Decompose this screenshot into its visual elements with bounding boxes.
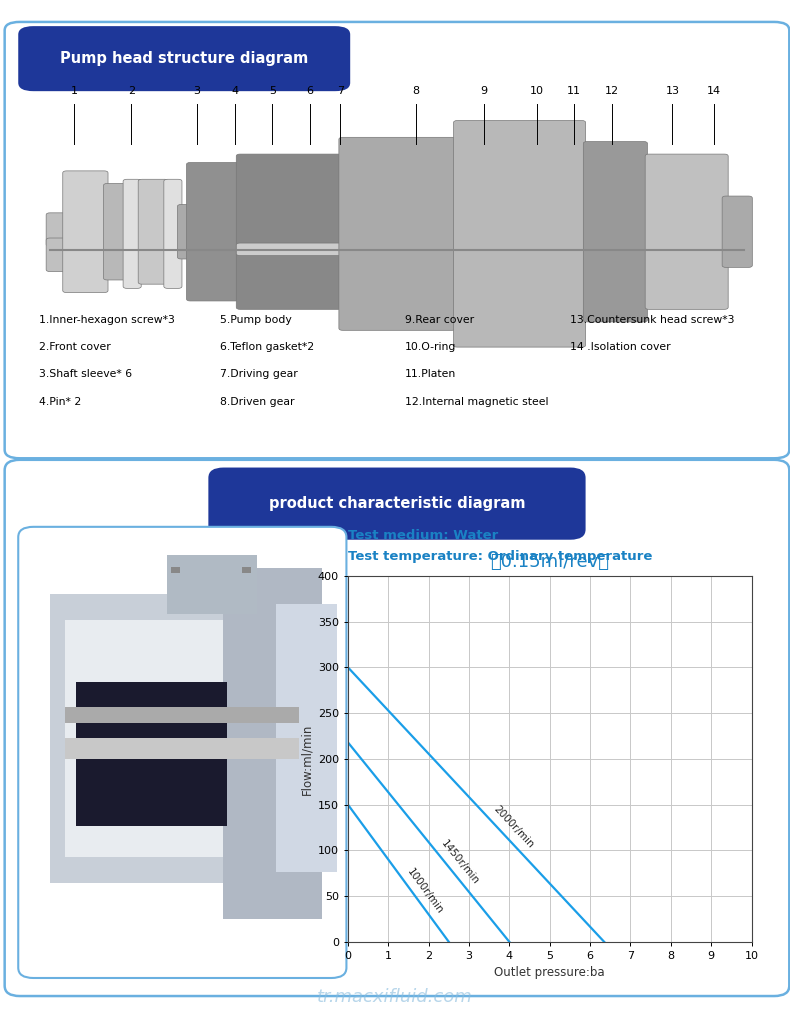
Bar: [65, 738, 299, 759]
FancyBboxPatch shape: [722, 196, 752, 267]
Bar: [224, 568, 322, 919]
Text: 5: 5: [269, 86, 276, 96]
FancyBboxPatch shape: [103, 183, 128, 280]
Text: Test medium: Water: Test medium: Water: [348, 530, 498, 543]
FancyBboxPatch shape: [18, 26, 350, 91]
FancyBboxPatch shape: [46, 238, 67, 272]
Text: 11.Platen: 11.Platen: [404, 369, 456, 379]
Text: 14 .Isolation cover: 14 .Isolation cover: [570, 342, 672, 352]
Text: 13: 13: [665, 86, 679, 96]
Text: 4: 4: [231, 86, 239, 96]
Text: 8.Driven gear: 8.Driven gear: [220, 396, 294, 406]
Bar: [65, 620, 269, 857]
Text: Test temperature: Ordinary temperature: Test temperature: Ordinary temperature: [348, 550, 653, 563]
Text: Pump head structure diagram: Pump head structure diagram: [60, 52, 308, 66]
Text: 3: 3: [194, 86, 201, 96]
FancyBboxPatch shape: [186, 163, 239, 301]
Text: 11: 11: [567, 86, 581, 96]
FancyBboxPatch shape: [5, 22, 789, 458]
Text: 1450r/min: 1450r/min: [439, 838, 480, 887]
Text: product characteristic diagram: product characteristic diagram: [269, 496, 525, 512]
Text: tr.macxifluid.com: tr.macxifluid.com: [317, 988, 473, 1006]
FancyBboxPatch shape: [138, 179, 168, 284]
Text: 6: 6: [307, 86, 314, 96]
Text: 1.Inner-hexagon screw*3: 1.Inner-hexagon screw*3: [39, 314, 175, 325]
FancyBboxPatch shape: [453, 120, 585, 347]
Text: 10.O-ring: 10.O-ring: [404, 342, 456, 352]
Text: 1000r/min: 1000r/min: [405, 866, 446, 915]
Text: 7.Driving gear: 7.Driving gear: [220, 369, 297, 379]
Text: 2000r/min: 2000r/min: [491, 804, 536, 850]
Text: 12: 12: [605, 86, 619, 96]
FancyBboxPatch shape: [5, 460, 789, 996]
X-axis label: Outlet pressure:ba: Outlet pressure:ba: [495, 967, 605, 980]
FancyBboxPatch shape: [178, 204, 193, 259]
FancyBboxPatch shape: [164, 179, 182, 288]
FancyBboxPatch shape: [583, 142, 648, 321]
FancyBboxPatch shape: [645, 154, 728, 309]
Text: 8: 8: [412, 86, 419, 96]
Bar: [243, 567, 251, 573]
Bar: [77, 681, 228, 826]
FancyBboxPatch shape: [209, 467, 585, 540]
FancyBboxPatch shape: [236, 154, 342, 309]
Text: 9: 9: [480, 86, 487, 96]
Text: 3.Shaft sleeve* 6: 3.Shaft sleeve* 6: [39, 369, 132, 379]
FancyBboxPatch shape: [62, 171, 108, 292]
Bar: [276, 605, 337, 872]
Bar: [50, 593, 322, 883]
Text: 2: 2: [128, 86, 135, 96]
Text: 13.Countersunk head screw*3: 13.Countersunk head screw*3: [570, 314, 735, 325]
FancyBboxPatch shape: [18, 527, 347, 978]
Text: 5.Pump body: 5.Pump body: [220, 314, 292, 325]
Text: 4.Pin* 2: 4.Pin* 2: [39, 396, 81, 406]
Text: 10: 10: [529, 86, 544, 96]
FancyBboxPatch shape: [46, 213, 67, 247]
FancyBboxPatch shape: [123, 179, 141, 288]
FancyBboxPatch shape: [236, 243, 606, 256]
Title: 【0.15ml/rev】: 【0.15ml/rev】: [491, 553, 609, 571]
Text: 9.Rear cover: 9.Rear cover: [404, 314, 474, 325]
Bar: [65, 708, 299, 723]
Text: 7: 7: [337, 86, 344, 96]
Text: 2.Front cover: 2.Front cover: [39, 342, 111, 352]
Bar: [167, 555, 258, 615]
Text: 12.Internal magnetic steel: 12.Internal magnetic steel: [404, 396, 548, 406]
Bar: [171, 567, 179, 573]
FancyBboxPatch shape: [339, 137, 456, 331]
Y-axis label: Flow:ml/min: Flow:ml/min: [301, 723, 314, 795]
Text: 14: 14: [707, 86, 721, 96]
Text: 6.Teflon gasket*2: 6.Teflon gasket*2: [220, 342, 314, 352]
Text: 1: 1: [70, 86, 77, 96]
